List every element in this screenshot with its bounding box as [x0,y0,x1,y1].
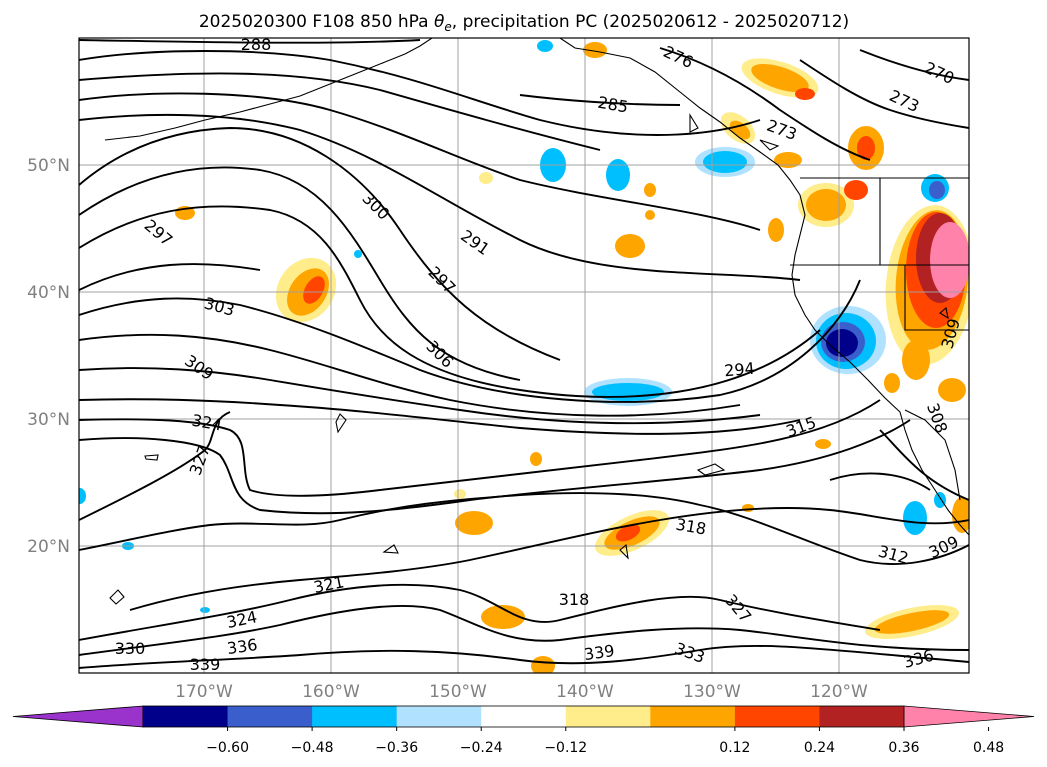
colorbar-cell [396,706,482,727]
colorbar-cell [143,706,229,727]
colorbar-tick-label: 0.12 [719,740,750,756]
colorbar-labels: −0.60 −0.48 −0.36 −0.24 −0.12 0.12 0.24 0.36 0.4… [206,740,1004,756]
coastlines [104,38,969,605]
longitude-axis: 170°W 160°W 150°W 140°W 130°W 120°W [175,682,868,702]
colorbar-cell [650,706,736,727]
lon-tick-label: 170°W [175,682,233,702]
colorbar-tick-label: −0.36 [375,740,418,756]
colorbar-tick-label: 0.24 [804,740,835,756]
contour-label: 318 [559,590,590,609]
gridlines [79,38,969,673]
colorbar-cell [481,706,567,727]
colorbar-cell [565,706,651,727]
colorbar-cell [734,706,820,727]
map-title: 2025020300 F108 850 hPa θe, precipitatio… [199,12,849,34]
colorbar-tick-label: −0.48 [291,740,334,756]
colorbar-tick-label: −0.60 [206,740,249,756]
lon-tick-label: 160°W [302,682,360,702]
lat-tick-label: 20°N [27,537,70,557]
colorbar-cell [312,706,398,727]
lon-tick-label: 150°W [429,682,487,702]
map-content: 288 276 270 273 285 273 300 291 297 297 … [79,35,969,674]
contour-label: 339 [190,655,221,674]
colorbar-cell [227,706,313,727]
colorbar-tick-label: −0.12 [544,740,587,756]
lon-tick-label: 120°W [810,682,868,702]
contour-label: 336 [226,635,259,658]
colorbar-extend-high [903,705,1035,728]
contour-label: 330 [115,639,146,658]
contour-label: 294 [723,359,755,381]
colorbar-cell [819,706,905,727]
lon-tick-label: 130°W [683,682,741,702]
colorbar-tick-label: −0.24 [460,740,503,756]
lat-tick-label: 50°N [27,156,70,176]
lat-tick-label: 30°N [27,410,70,430]
latitude-axis: 20°N 30°N 40°N 50°N [27,156,70,557]
contour-label: 339 [583,641,616,664]
colorbar-tick-label: 0.48 [973,740,1004,756]
colorbar-extend-low [12,705,144,728]
lat-tick-label: 40°N [27,283,70,303]
lon-tick-label: 140°W [556,682,614,702]
colorbar [12,705,1035,731]
colorbar-frame [142,705,905,728]
contour-label: 288 [241,35,272,54]
precipitation-shading [79,40,969,673]
theta-e-contours [79,39,969,669]
map-frame [78,37,970,674]
colorbar-tick-label: 0.36 [888,740,919,756]
